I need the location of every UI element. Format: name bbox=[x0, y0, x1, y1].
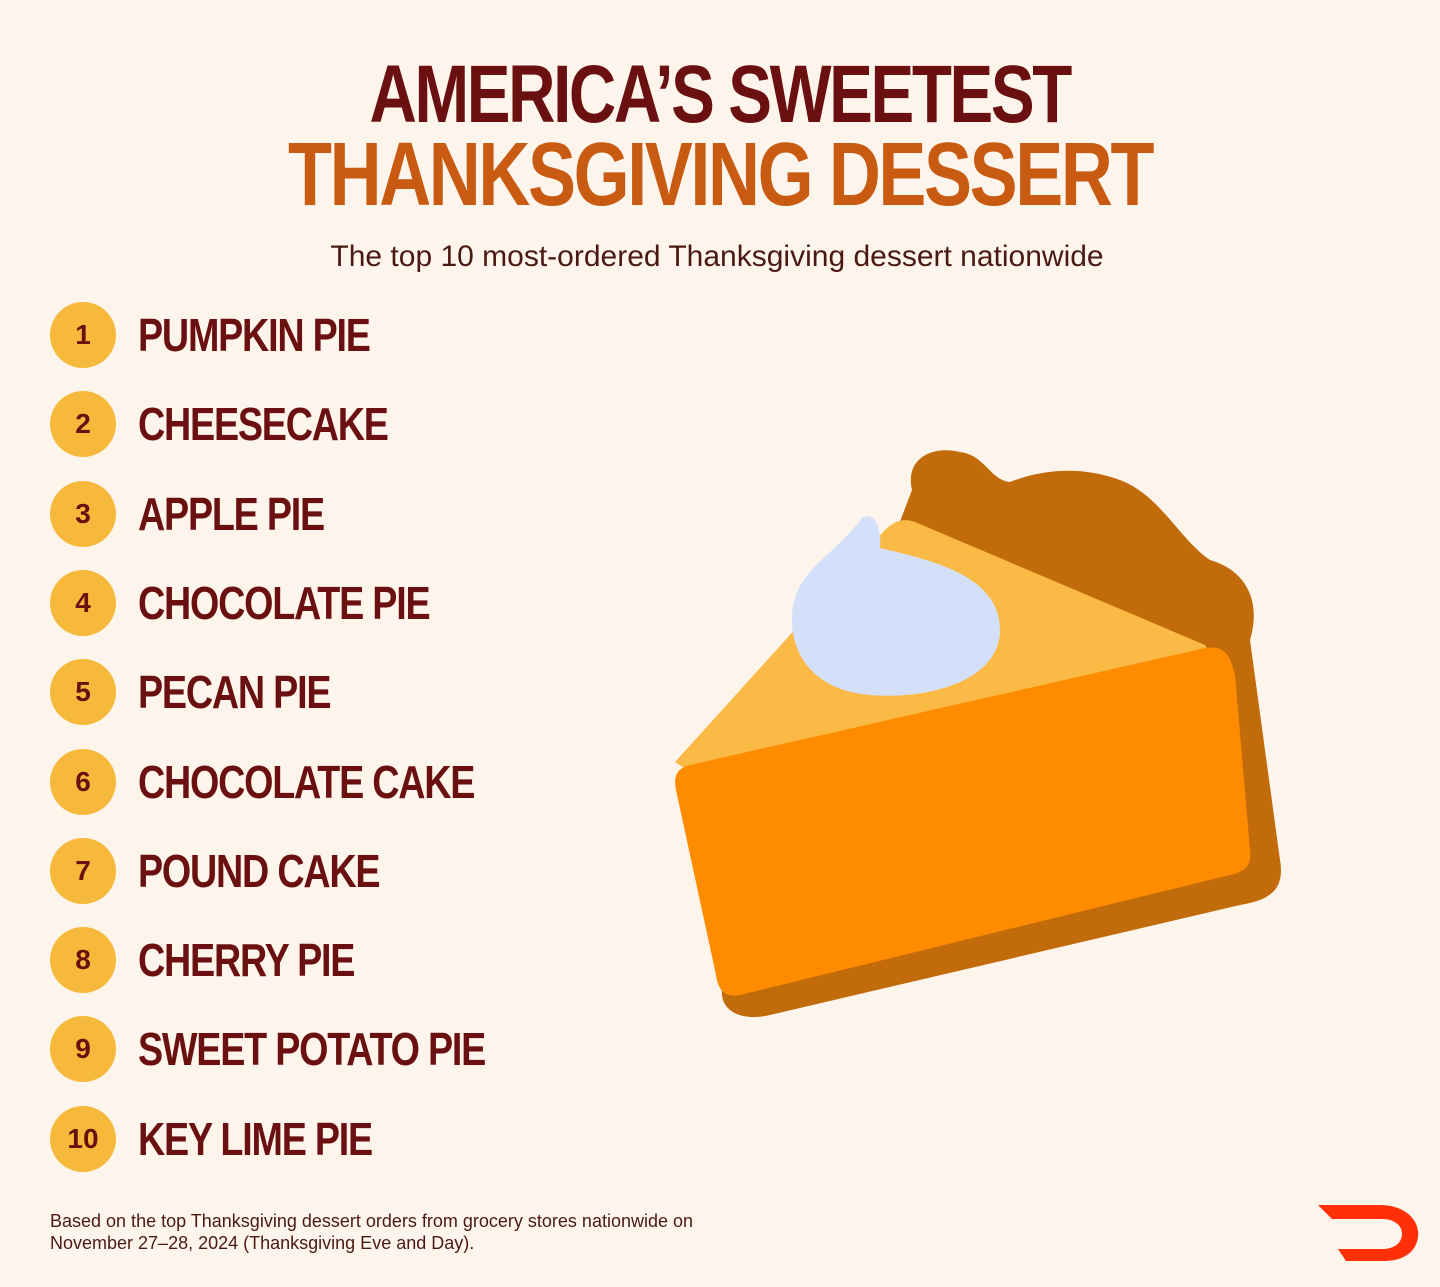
footnote: Based on the top Thanksgiving dessert or… bbox=[50, 1210, 850, 1254]
dessert-name: CHERRY PIE bbox=[138, 934, 355, 987]
rank-badge: 4 bbox=[50, 569, 116, 636]
title-line-2: THANKSGIVING DESSERT bbox=[287, 125, 1155, 225]
rank-badge: 1 bbox=[50, 302, 116, 368]
list-item: 10 KEY LIME PIE bbox=[50, 1105, 423, 1173]
footnote-line-2: November 27–28, 2024 (Thanksgiving Eve a… bbox=[50, 1233, 475, 1253]
list-item: 9 SWEET POTATO PIE bbox=[50, 1015, 561, 1083]
list-item: 1 PUMPKIN PIE bbox=[50, 301, 421, 369]
dessert-name: POUND CAKE bbox=[138, 844, 381, 897]
footnote-line-1: Based on the top Thanksgiving dessert or… bbox=[50, 1211, 694, 1231]
rank-badge: 10 bbox=[50, 1105, 116, 1172]
dessert-name: PECAN PIE bbox=[138, 666, 331, 719]
doordash-logo bbox=[1318, 1205, 1419, 1261]
dessert-name: CHOCOLATE PIE bbox=[138, 576, 431, 629]
list-item: 5 PECAN PIE bbox=[50, 658, 372, 726]
list-item: 2 CHEESECAKE bbox=[50, 390, 443, 458]
subtitle: The top 10 most-ordered Thanksgiving des… bbox=[330, 240, 1104, 273]
rank-badge: 3 bbox=[50, 480, 116, 547]
dessert-name: PUMPKIN PIE bbox=[138, 309, 371, 361]
rank-badge: 9 bbox=[50, 1016, 116, 1083]
dessert-name: KEY LIME PIE bbox=[138, 1112, 373, 1165]
rank-badge: 2 bbox=[50, 391, 116, 458]
list-item: 6 CHOCOLATE CAKE bbox=[50, 748, 548, 816]
rank-badge: 7 bbox=[50, 837, 116, 904]
list-item: 4 CHOCOLATE PIE bbox=[50, 569, 493, 637]
rank-badge: 5 bbox=[50, 659, 116, 726]
dessert-name: CHEESECAKE bbox=[138, 398, 389, 451]
title-line-1: AMERICA’S SWEETEST bbox=[369, 49, 1073, 140]
list-item: 8 CHERRY PIE bbox=[50, 926, 402, 994]
rank-badge: 8 bbox=[50, 927, 116, 994]
dessert-name: SWEET POTATO PIE bbox=[138, 1023, 486, 1076]
rank-badge: 6 bbox=[50, 748, 116, 815]
pie-front-face bbox=[675, 647, 1251, 996]
list-item: 7 POUND CAKE bbox=[50, 837, 432, 905]
whipped-cream bbox=[791, 516, 1000, 696]
dessert-name: CHOCOLATE CAKE bbox=[138, 755, 475, 808]
dessert-name: APPLE PIE bbox=[138, 487, 325, 540]
list-item: 3 APPLE PIE bbox=[50, 480, 365, 548]
